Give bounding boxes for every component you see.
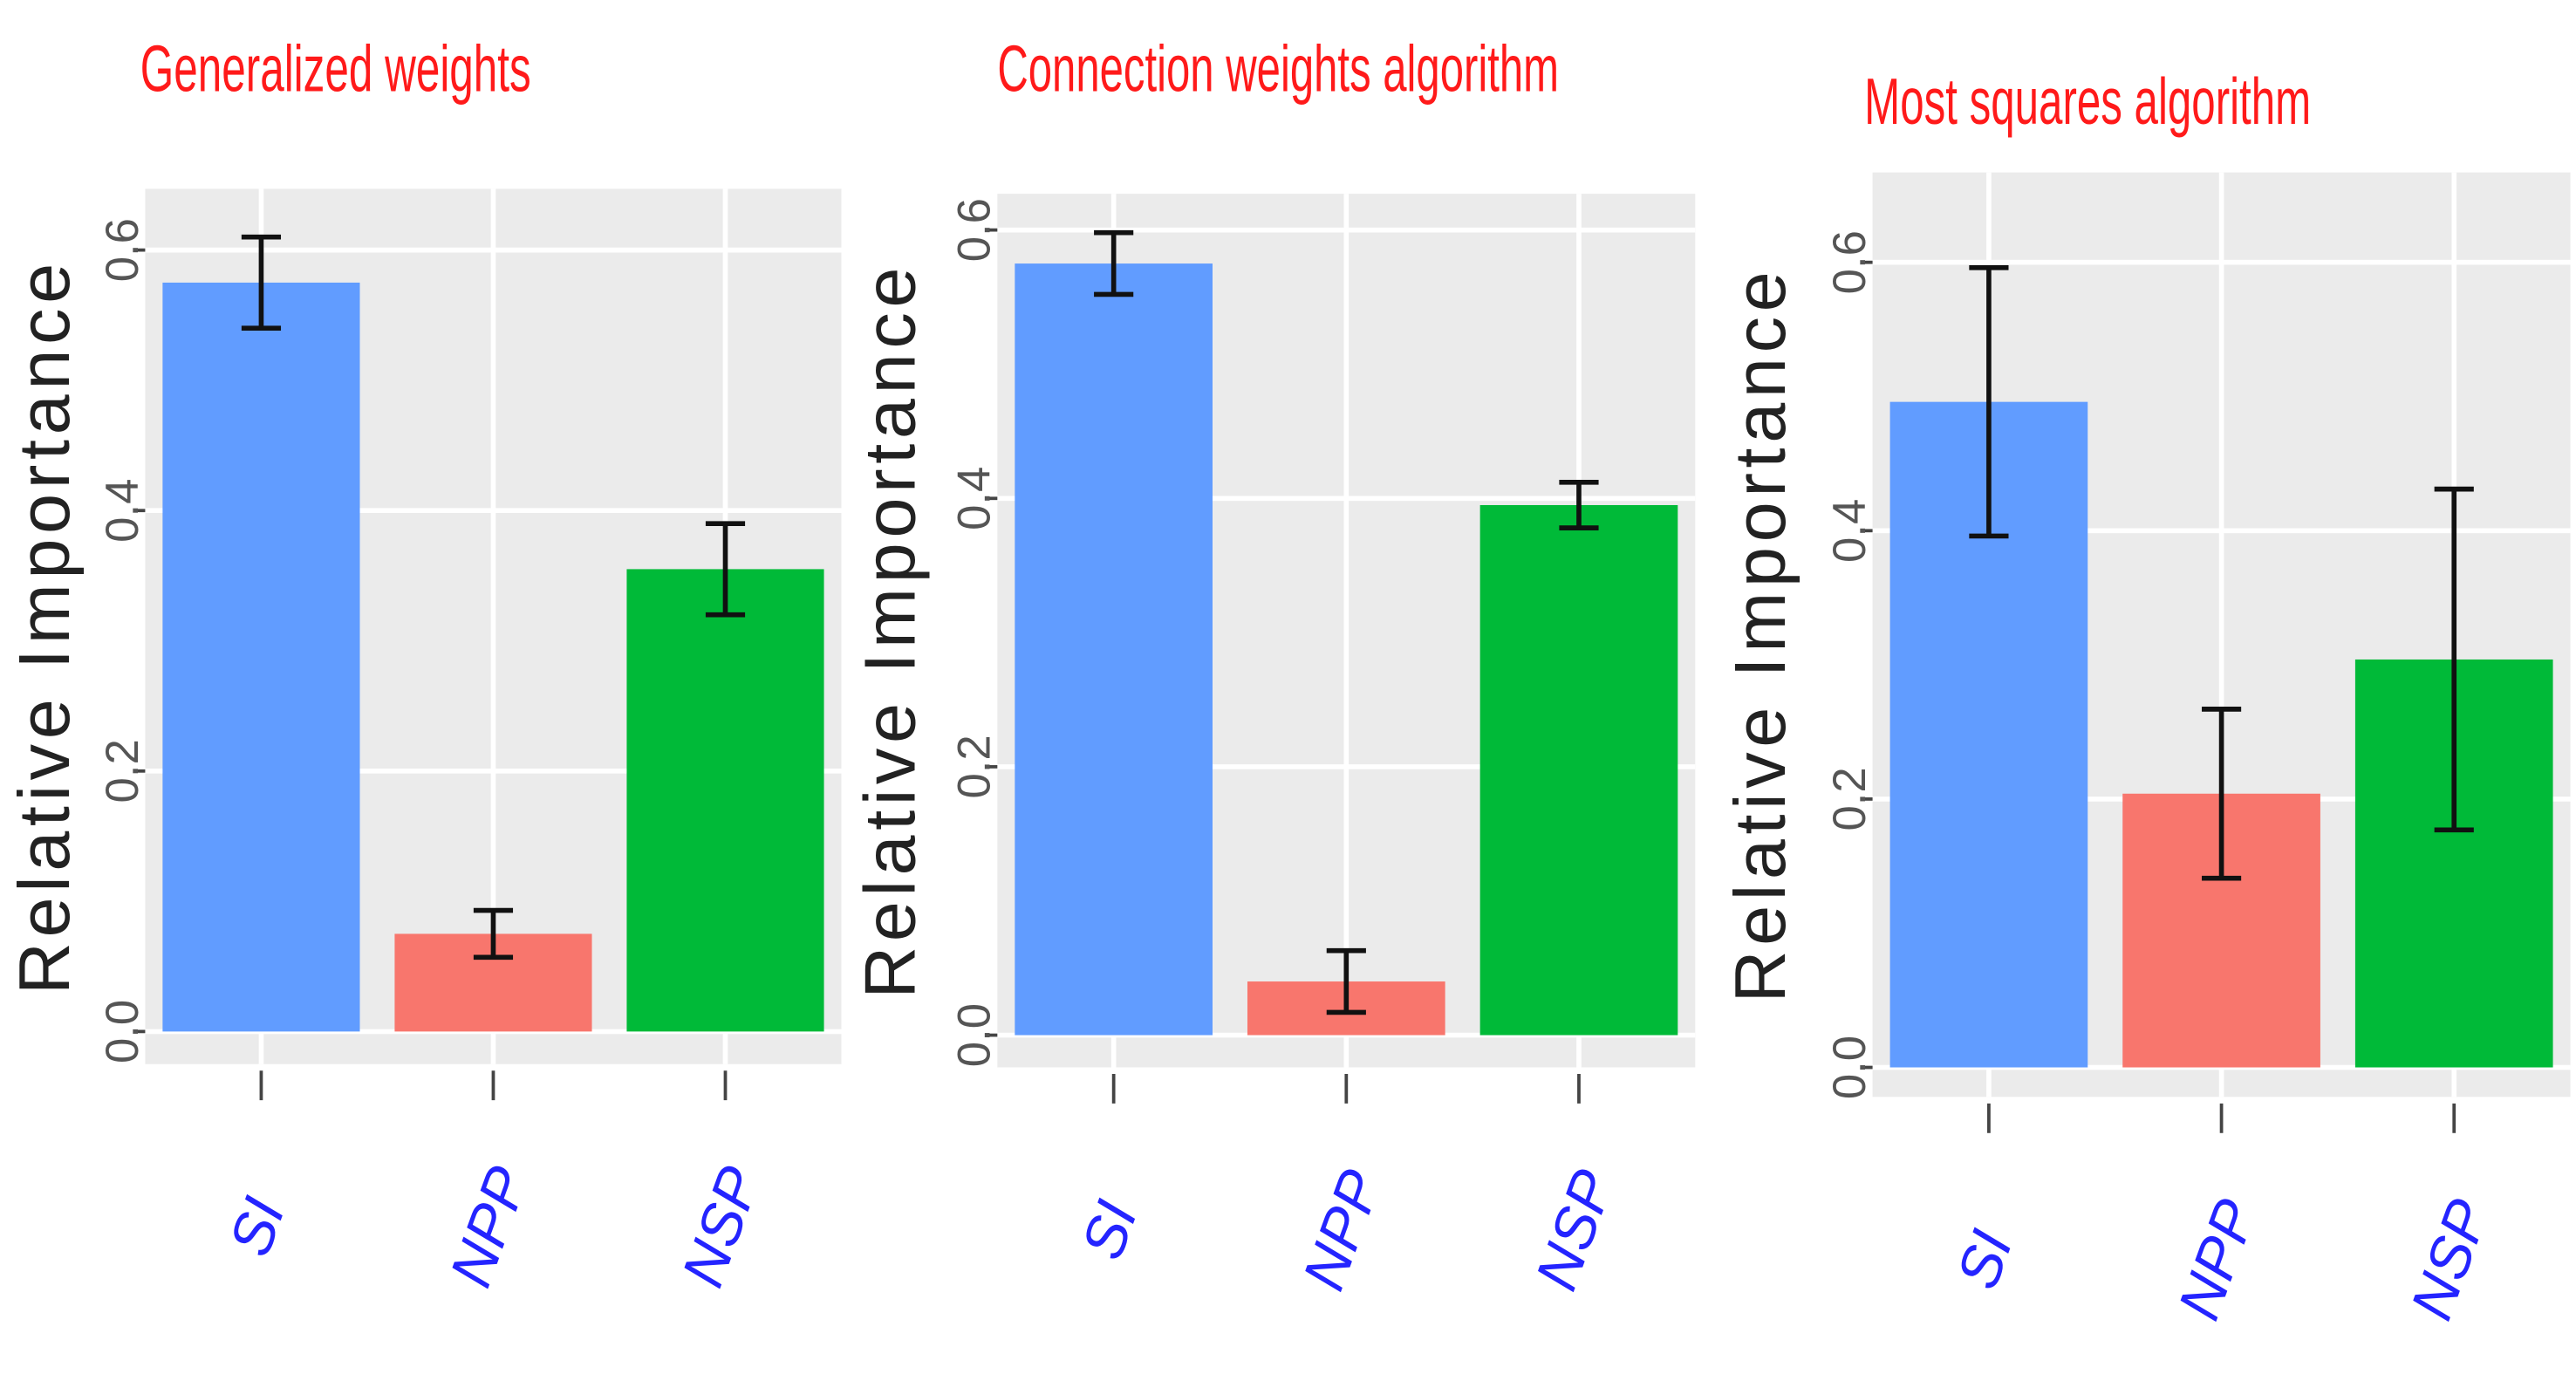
y-tick-label: 0.4 — [97, 479, 148, 543]
y-axis-label: Relative Importance — [3, 258, 85, 995]
x-tick-label: NPP — [438, 1159, 541, 1296]
y-tick-label: 0.6 — [1824, 230, 1876, 294]
error-bar — [2434, 486, 2474, 833]
chart-title: Generalized weights — [140, 32, 531, 106]
y-axis-label: Relative Importance — [1719, 267, 1800, 1003]
error-bar — [2201, 707, 2242, 881]
x-tick-label: NPP — [2166, 1192, 2269, 1329]
error-bar — [473, 907, 514, 961]
x-tick-label: NSP — [670, 1159, 773, 1296]
y-tick-label: 0.2 — [949, 735, 1001, 798]
y-tick-label: 0.4 — [1824, 499, 1876, 563]
bar — [626, 569, 824, 1032]
y-tick-label: 0.4 — [949, 467, 1001, 530]
error-bar — [1969, 265, 2009, 539]
bar — [1479, 504, 1678, 1036]
y-tick-label: 0.0 — [97, 1000, 148, 1063]
error-bar — [1326, 947, 1366, 1015]
error-bar — [705, 521, 746, 618]
y-tick-label: 0.6 — [97, 218, 148, 282]
y-tick-label: 0.0 — [1824, 1036, 1876, 1099]
error-bar — [241, 234, 282, 332]
bar — [1015, 263, 1213, 1036]
x-tick-label: NSP — [2399, 1192, 2502, 1329]
x-tick-label: NSP — [1524, 1162, 1627, 1299]
chart-panel: Connection weights algorithm Relative Imp… — [850, 32, 1696, 1299]
chart-title: Most squares algorithm — [1864, 65, 2311, 138]
y-axis-label: Relative Importance — [850, 263, 931, 999]
bar — [162, 282, 360, 1032]
y-tick-label: 0.6 — [949, 198, 1001, 262]
y-tick-label: 0.0 — [949, 1003, 1001, 1067]
error-bar — [1094, 229, 1134, 297]
x-tick-label: SI — [1944, 1222, 2025, 1297]
error-bar — [1559, 480, 1599, 530]
chart-title: Connection weights algorithm — [997, 32, 1559, 106]
chart-panel: Most squares algorithm Relative Importanc… — [1719, 65, 2571, 1329]
y-tick-label: 0.2 — [97, 739, 148, 803]
x-tick-label: NPP — [1291, 1162, 1394, 1299]
x-tick-label: SI — [217, 1189, 297, 1264]
y-tick-label: 0.2 — [1824, 767, 1876, 831]
x-tick-label: SI — [1069, 1193, 1150, 1268]
chart-panel: Generalized weights Relative Importance0.… — [3, 32, 842, 1296]
